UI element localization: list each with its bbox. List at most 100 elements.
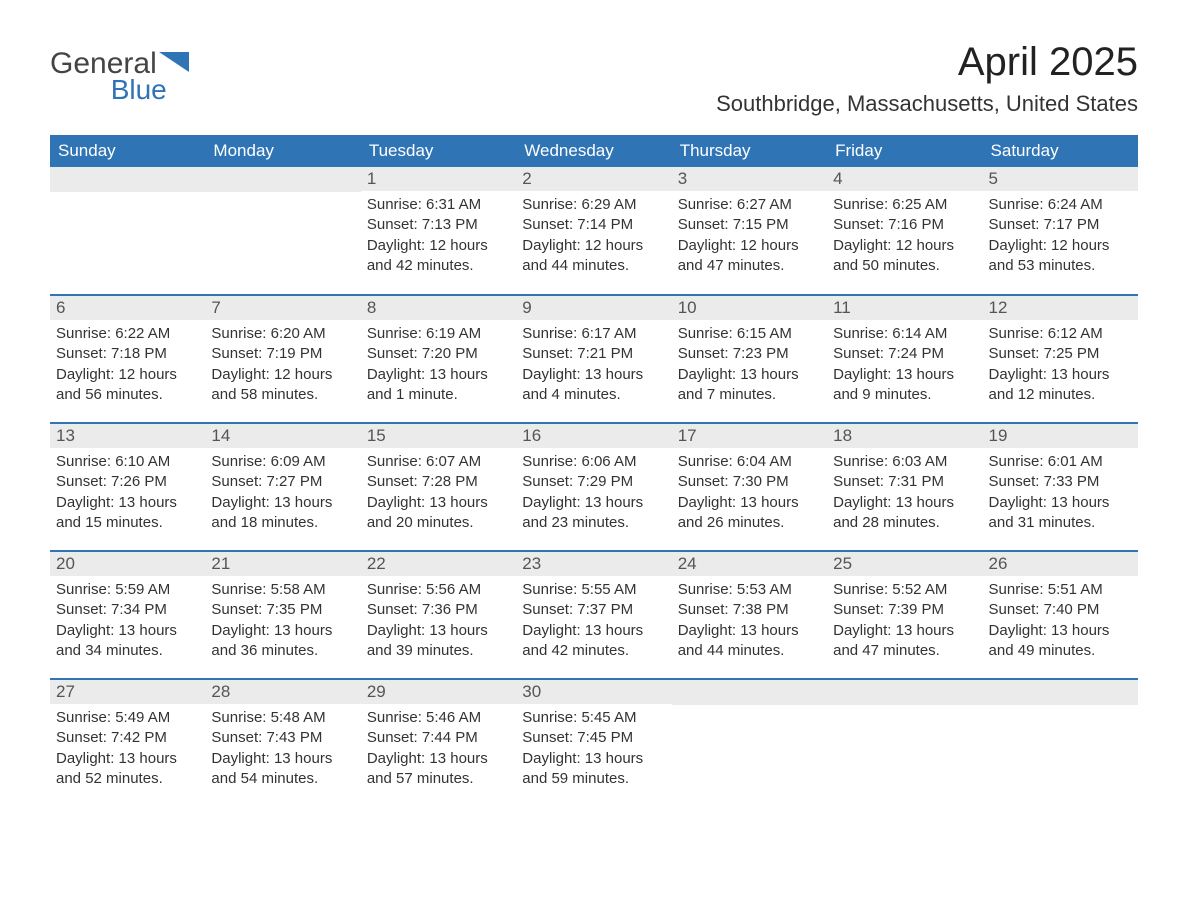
day-body: Sunrise: 6:25 AMSunset: 7:16 PMDaylight:… [827, 191, 982, 286]
day-body: Sunrise: 6:22 AMSunset: 7:18 PMDaylight:… [50, 320, 205, 415]
day-body: Sunrise: 5:49 AMSunset: 7:42 PMDaylight:… [50, 704, 205, 799]
day-body: Sunrise: 6:19 AMSunset: 7:20 PMDaylight:… [361, 320, 516, 415]
sunset-line: Sunset: 7:16 PM [833, 215, 976, 235]
brand-word2: Blue [111, 77, 167, 102]
calendar-day: 17Sunrise: 6:04 AMSunset: 7:30 PMDayligh… [672, 423, 827, 551]
sunset-line: Sunset: 7:24 PM [833, 344, 976, 364]
sunrise-line: Sunrise: 6:07 AM [367, 452, 510, 472]
calendar-day: 29Sunrise: 5:46 AMSunset: 7:44 PMDayligh… [361, 679, 516, 807]
day-number: 27 [50, 680, 205, 704]
day-body: Sunrise: 6:24 AMSunset: 7:17 PMDaylight:… [983, 191, 1138, 286]
sunrise-line: Sunrise: 5:51 AM [989, 580, 1132, 600]
day-number [983, 680, 1138, 705]
day-body: Sunrise: 6:17 AMSunset: 7:21 PMDaylight:… [516, 320, 671, 415]
daylight-line: Daylight: 12 hours and 53 minutes. [989, 236, 1132, 277]
calendar-day: 16Sunrise: 6:06 AMSunset: 7:29 PMDayligh… [516, 423, 671, 551]
header-row: General Blue April 2025 Southbridge, Mas… [50, 40, 1138, 117]
daylight-line: Daylight: 13 hours and 7 minutes. [678, 365, 821, 406]
day-number: 5 [983, 167, 1138, 191]
day-number: 4 [827, 167, 982, 191]
sunrise-line: Sunrise: 5:53 AM [678, 580, 821, 600]
daylight-line: Daylight: 13 hours and 15 minutes. [56, 493, 199, 534]
day-body: Sunrise: 6:09 AMSunset: 7:27 PMDaylight:… [205, 448, 360, 543]
day-number: 17 [672, 424, 827, 448]
sunrise-line: Sunrise: 6:01 AM [989, 452, 1132, 472]
calendar-day-empty [205, 167, 360, 295]
sunset-line: Sunset: 7:33 PM [989, 472, 1132, 492]
sunset-line: Sunset: 7:26 PM [56, 472, 199, 492]
daylight-line: Daylight: 13 hours and 18 minutes. [211, 493, 354, 534]
daylight-line: Daylight: 13 hours and 57 minutes. [367, 749, 510, 790]
daylight-line: Daylight: 13 hours and 28 minutes. [833, 493, 976, 534]
sunset-line: Sunset: 7:20 PM [367, 344, 510, 364]
calendar-day-empty [50, 167, 205, 295]
day-body: Sunrise: 6:31 AMSunset: 7:13 PMDaylight:… [361, 191, 516, 286]
calendar-day-empty [672, 679, 827, 807]
weekday-header: Sunday [50, 135, 205, 167]
weekday-header: Monday [205, 135, 360, 167]
sunset-line: Sunset: 7:37 PM [522, 600, 665, 620]
daylight-line: Daylight: 13 hours and 9 minutes. [833, 365, 976, 406]
sunset-line: Sunset: 7:21 PM [522, 344, 665, 364]
calendar-table: SundayMondayTuesdayWednesdayThursdayFrid… [50, 135, 1138, 807]
sunset-line: Sunset: 7:34 PM [56, 600, 199, 620]
daylight-line: Daylight: 12 hours and 50 minutes. [833, 236, 976, 277]
sunset-line: Sunset: 7:38 PM [678, 600, 821, 620]
sunrise-line: Sunrise: 5:45 AM [522, 708, 665, 728]
day-body: Sunrise: 5:51 AMSunset: 7:40 PMDaylight:… [983, 576, 1138, 671]
day-number: 22 [361, 552, 516, 576]
calendar-day: 28Sunrise: 5:48 AMSunset: 7:43 PMDayligh… [205, 679, 360, 807]
weekday-header: Friday [827, 135, 982, 167]
calendar-day: 3Sunrise: 6:27 AMSunset: 7:15 PMDaylight… [672, 167, 827, 295]
day-number: 12 [983, 296, 1138, 320]
calendar-day: 8Sunrise: 6:19 AMSunset: 7:20 PMDaylight… [361, 295, 516, 423]
calendar-day: 4Sunrise: 6:25 AMSunset: 7:16 PMDaylight… [827, 167, 982, 295]
sunrise-line: Sunrise: 6:31 AM [367, 195, 510, 215]
daylight-line: Daylight: 12 hours and 56 minutes. [56, 365, 199, 406]
calendar-week: 20Sunrise: 5:59 AMSunset: 7:34 PMDayligh… [50, 551, 1138, 679]
calendar-week: 1Sunrise: 6:31 AMSunset: 7:13 PMDaylight… [50, 167, 1138, 295]
day-number [50, 167, 205, 192]
sunset-line: Sunset: 7:27 PM [211, 472, 354, 492]
sunset-line: Sunset: 7:35 PM [211, 600, 354, 620]
daylight-line: Daylight: 13 hours and 47 minutes. [833, 621, 976, 662]
day-number: 26 [983, 552, 1138, 576]
sunrise-line: Sunrise: 5:59 AM [56, 580, 199, 600]
calendar-week: 13Sunrise: 6:10 AMSunset: 7:26 PMDayligh… [50, 423, 1138, 551]
day-number: 21 [205, 552, 360, 576]
daylight-line: Daylight: 13 hours and 26 minutes. [678, 493, 821, 534]
calendar-day: 13Sunrise: 6:10 AMSunset: 7:26 PMDayligh… [50, 423, 205, 551]
calendar-day: 11Sunrise: 6:14 AMSunset: 7:24 PMDayligh… [827, 295, 982, 423]
daylight-line: Daylight: 13 hours and 34 minutes. [56, 621, 199, 662]
day-body: Sunrise: 5:59 AMSunset: 7:34 PMDaylight:… [50, 576, 205, 671]
day-body: Sunrise: 5:52 AMSunset: 7:39 PMDaylight:… [827, 576, 982, 671]
day-body: Sunrise: 6:10 AMSunset: 7:26 PMDaylight:… [50, 448, 205, 543]
calendar-day: 12Sunrise: 6:12 AMSunset: 7:25 PMDayligh… [983, 295, 1138, 423]
day-body: Sunrise: 5:58 AMSunset: 7:35 PMDaylight:… [205, 576, 360, 671]
brand-logo: General Blue [50, 40, 189, 102]
sunset-line: Sunset: 7:14 PM [522, 215, 665, 235]
day-body: Sunrise: 6:06 AMSunset: 7:29 PMDaylight:… [516, 448, 671, 543]
day-number: 10 [672, 296, 827, 320]
sunset-line: Sunset: 7:36 PM [367, 600, 510, 620]
sunrise-line: Sunrise: 6:12 AM [989, 324, 1132, 344]
sunset-line: Sunset: 7:13 PM [367, 215, 510, 235]
location-subtitle: Southbridge, Massachusetts, United State… [716, 91, 1138, 117]
sunrise-line: Sunrise: 5:49 AM [56, 708, 199, 728]
calendar-day-empty [983, 679, 1138, 807]
calendar-day: 23Sunrise: 5:55 AMSunset: 7:37 PMDayligh… [516, 551, 671, 679]
sunrise-line: Sunrise: 6:15 AM [678, 324, 821, 344]
daylight-line: Daylight: 13 hours and 44 minutes. [678, 621, 821, 662]
daylight-line: Daylight: 13 hours and 54 minutes. [211, 749, 354, 790]
day-body: Sunrise: 6:29 AMSunset: 7:14 PMDaylight:… [516, 191, 671, 286]
day-body: Sunrise: 6:03 AMSunset: 7:31 PMDaylight:… [827, 448, 982, 543]
sunset-line: Sunset: 7:15 PM [678, 215, 821, 235]
day-number: 15 [361, 424, 516, 448]
day-number: 18 [827, 424, 982, 448]
daylight-line: Daylight: 13 hours and 12 minutes. [989, 365, 1132, 406]
day-body: Sunrise: 6:07 AMSunset: 7:28 PMDaylight:… [361, 448, 516, 543]
day-number: 3 [672, 167, 827, 191]
sunrise-line: Sunrise: 6:25 AM [833, 195, 976, 215]
sunset-line: Sunset: 7:29 PM [522, 472, 665, 492]
sunrise-line: Sunrise: 6:14 AM [833, 324, 976, 344]
